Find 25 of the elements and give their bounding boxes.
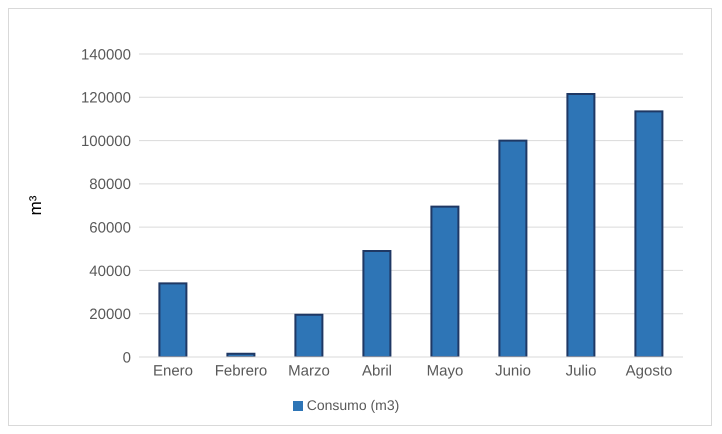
x-tick-label: Junio [495,362,531,380]
bar [566,93,596,357]
y-tick-label: 100000 [80,132,131,150]
x-tick-label: Enero [152,362,194,380]
y-tick-label: 0 [122,349,131,366]
x-tick-label: Marzo [288,362,330,380]
bar [158,282,188,357]
bar [430,206,460,357]
bar [634,110,664,357]
legend-label: Consumo (m3) [306,397,400,413]
y-tick-label: 60000 [89,219,131,236]
x-tick-label: Agosto [626,362,672,380]
y-tick-label: 40000 [89,262,131,280]
bar [362,250,392,357]
bar [294,314,324,357]
x-tick-label: Julio [566,362,596,380]
y-tick-label: 120000 [80,90,131,107]
x-tick-label: Mayo [426,362,464,380]
y-tick-label: 140000 [80,46,131,64]
y-tick-label: 20000 [89,306,131,324]
x-tick-label: Febrero [214,362,268,380]
y-tick-label: 80000 [89,176,131,194]
y-axis-title: m³ [26,195,45,216]
x-tick-label: Abril [362,362,392,380]
bar [498,140,528,357]
